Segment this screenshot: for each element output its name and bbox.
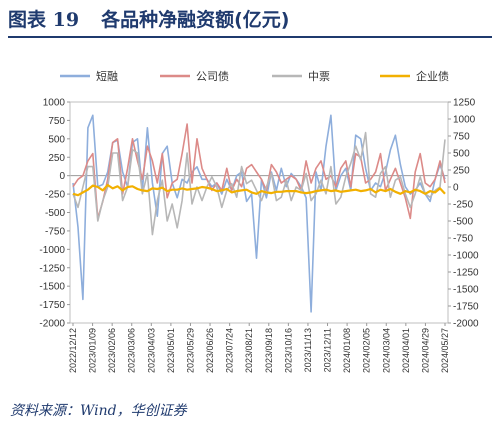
y-right-tick-label: -1000 bbox=[453, 251, 479, 262]
legend-label: 公司债 bbox=[196, 69, 229, 83]
legend-label: 企业债 bbox=[416, 69, 449, 83]
y-right-tick-label: 500 bbox=[453, 149, 470, 160]
figure-source: 资料来源：Wind，华创证券 bbox=[10, 403, 187, 419]
figure-header: 图表 19 各品种净融资额(亿元) bbox=[8, 6, 492, 38]
chart-axes: -2000 -1750 -1500 -1250 -1000 -750 -500 -250 0 25… bbox=[39, 98, 479, 374]
net-financing-chart: 短融 公司债 中票 企业债 -2000 -1750 -1500 -1250 -1000 -750… bbox=[39, 69, 479, 374]
y-right-tick-label: -1750 bbox=[453, 302, 479, 313]
x-tick-label: 2023/09/18 bbox=[264, 328, 274, 373]
series-line-3 bbox=[72, 131, 446, 236]
x-tick-label: 2024/03/04 bbox=[381, 328, 391, 373]
x-tick-label: 2023/10/16 bbox=[283, 328, 293, 373]
y-left-tick-label: 0 bbox=[59, 171, 65, 182]
y-left-tick-label: -1500 bbox=[39, 282, 65, 293]
x-tick-label: 2023/04/03 bbox=[146, 328, 156, 373]
y-right-tick-label: -2000 bbox=[453, 319, 479, 330]
figure-title: 各品种净融资额(亿元) bbox=[101, 9, 290, 31]
x-tick-label: 2023/02/06 bbox=[107, 328, 117, 373]
y-right-tick-label: -1250 bbox=[453, 268, 479, 279]
chart-legend: 短融 公司债 中票 企业债 bbox=[60, 69, 449, 83]
series-line-2 bbox=[72, 123, 446, 220]
figure-label: 图表 19 bbox=[8, 9, 80, 31]
x-tick-label: 2023/01/09 bbox=[88, 328, 98, 373]
x-tick-label: 2023/07/24 bbox=[225, 328, 235, 373]
y-left-tick-label: -250 bbox=[45, 190, 65, 201]
x-tick-label: 2023/12/11 bbox=[323, 328, 333, 372]
y-right-tick-label: -500 bbox=[453, 217, 473, 228]
x-tick-label: 2023/05/29 bbox=[185, 328, 195, 373]
y-right-tick-label: -250 bbox=[453, 200, 473, 211]
legend-label: 短融 bbox=[96, 69, 118, 83]
x-tick-label: 2024/02/05 bbox=[362, 328, 372, 373]
x-tick-label: 2024/01/08 bbox=[342, 328, 352, 373]
y-left-tick-label: -750 bbox=[45, 226, 65, 237]
x-tick-label: 2024/04/01 bbox=[401, 328, 411, 373]
legend-label: 中票 bbox=[308, 70, 330, 83]
y-left-tick-label: -1000 bbox=[39, 245, 65, 256]
y-left-tick-label: -500 bbox=[45, 208, 65, 219]
y-left-tick-label: 750 bbox=[48, 116, 65, 127]
x-tick-label: 2024/05/27 bbox=[440, 328, 450, 373]
y-right-tick-label: 250 bbox=[453, 166, 470, 177]
y-left-tick-label: 500 bbox=[48, 134, 65, 145]
x-tick-label: 2023/05/01 bbox=[166, 328, 176, 373]
y-left-tick-label: 250 bbox=[48, 153, 65, 164]
series-line-4 bbox=[72, 183, 446, 197]
series-line-1 bbox=[72, 114, 446, 313]
y-right-tick-label: -750 bbox=[453, 234, 473, 245]
y-left-tick-label: -2000 bbox=[39, 319, 65, 330]
y-left-tick-label: 1000 bbox=[43, 98, 66, 109]
x-tick-label: 2022/12/12 bbox=[68, 328, 78, 373]
y-left-tick-label: -1750 bbox=[39, 300, 65, 311]
x-tick-label: 2023/06/26 bbox=[205, 328, 215, 373]
x-tick-label: 2024/04/29 bbox=[420, 328, 430, 373]
y-right-tick-label: 0 bbox=[453, 183, 459, 194]
y-right-tick-label: 1250 bbox=[453, 98, 476, 109]
x-tick-label: 2023/08/21 bbox=[244, 328, 254, 373]
y-left-tick-label: -1250 bbox=[39, 263, 65, 274]
y-right-tick-label: 1000 bbox=[453, 115, 476, 126]
y-right-tick-label: 750 bbox=[453, 132, 470, 143]
y-right-tick-label: -1500 bbox=[453, 285, 479, 296]
chart-series bbox=[72, 114, 446, 313]
x-tick-label: 2023/03/06 bbox=[127, 328, 137, 373]
x-tick-label: 2023/11/13 bbox=[303, 328, 313, 372]
